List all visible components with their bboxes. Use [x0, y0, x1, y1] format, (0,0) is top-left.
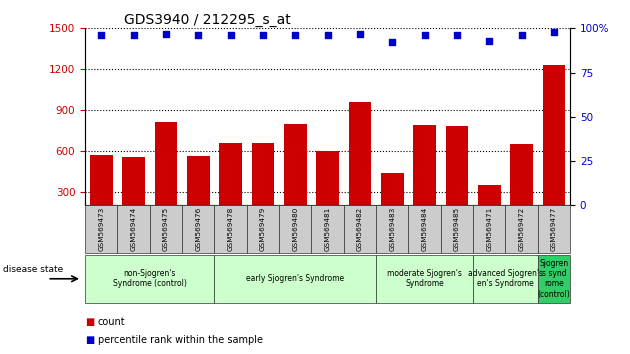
Point [193, 33, 203, 38]
Point [387, 40, 398, 45]
Bar [381, 173, 404, 233]
Point [129, 33, 139, 38]
Text: GSM569478: GSM569478 [227, 207, 234, 251]
Bar [413, 125, 436, 233]
Bar [85, 255, 214, 303]
Text: ■: ■ [85, 317, 94, 327]
Bar [85, 205, 117, 253]
Bar [538, 205, 570, 253]
Text: GSM569483: GSM569483 [389, 207, 395, 251]
Bar [408, 205, 441, 253]
Bar [344, 205, 376, 253]
Bar [214, 205, 247, 253]
Text: disease state: disease state [3, 266, 64, 274]
Text: GSM569480: GSM569480 [292, 207, 298, 251]
Bar [187, 156, 210, 233]
Bar [90, 155, 113, 233]
Point [452, 33, 462, 38]
Bar [316, 151, 339, 233]
Bar [505, 205, 538, 253]
Bar [510, 144, 533, 233]
Point [161, 31, 171, 36]
Text: GSM569472: GSM569472 [518, 207, 525, 251]
Bar [445, 126, 468, 233]
Point [96, 33, 106, 38]
Bar [122, 157, 145, 233]
Bar [182, 205, 214, 253]
Bar [154, 122, 177, 233]
Text: GSM569475: GSM569475 [163, 207, 169, 251]
Bar [473, 255, 538, 303]
Bar [219, 143, 242, 233]
Bar [376, 205, 408, 253]
Point [549, 29, 559, 35]
Bar [247, 205, 279, 253]
Bar [542, 65, 565, 233]
Text: GSM569473: GSM569473 [98, 207, 104, 251]
Text: GSM569471: GSM569471 [486, 207, 492, 251]
Point [484, 38, 495, 44]
Point [517, 33, 527, 38]
Point [420, 33, 430, 38]
Bar [311, 205, 344, 253]
Point [226, 33, 236, 38]
Text: GSM569479: GSM569479 [260, 207, 266, 251]
Bar [214, 255, 376, 303]
Point [258, 33, 268, 38]
Text: GDS3940 / 212295_s_at: GDS3940 / 212295_s_at [124, 13, 290, 27]
Bar [117, 205, 150, 253]
Bar [348, 102, 371, 233]
Text: count: count [98, 317, 125, 327]
Text: GSM569482: GSM569482 [357, 207, 363, 251]
Text: moderate Sjogren's
Syndrome: moderate Sjogren's Syndrome [387, 269, 462, 289]
Text: GSM569477: GSM569477 [551, 207, 557, 251]
Text: advanced Sjogren's
en's Syndrome: advanced Sjogren's en's Syndrome [468, 269, 543, 289]
Text: GSM569484: GSM569484 [421, 207, 428, 251]
Text: Sjogren
s synd
rome
(control): Sjogren s synd rome (control) [537, 259, 570, 299]
Bar [538, 255, 570, 303]
Text: GSM569474: GSM569474 [130, 207, 137, 251]
Text: percentile rank within the sample: percentile rank within the sample [98, 335, 263, 345]
Point [355, 31, 365, 36]
Bar [251, 143, 274, 233]
Bar [150, 205, 182, 253]
Bar [284, 124, 307, 233]
Text: early Sjogren's Syndrome: early Sjogren's Syndrome [246, 274, 345, 283]
Text: GSM569476: GSM569476 [195, 207, 201, 251]
Bar [473, 205, 505, 253]
Point [290, 33, 301, 38]
Bar [478, 185, 501, 233]
Bar [376, 255, 473, 303]
Bar [441, 205, 473, 253]
Text: ■: ■ [85, 335, 94, 345]
Text: GSM569481: GSM569481 [324, 207, 331, 251]
Point [323, 33, 333, 38]
Text: non-Sjogren's
Syndrome (control): non-Sjogren's Syndrome (control) [113, 269, 186, 289]
Bar [279, 205, 311, 253]
Text: GSM569485: GSM569485 [454, 207, 460, 251]
